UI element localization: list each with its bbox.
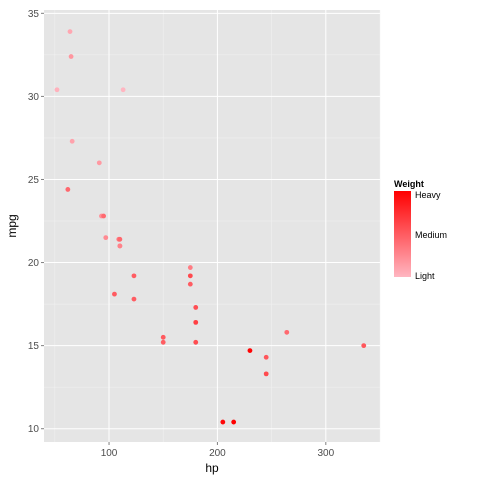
data-point — [263, 354, 269, 360]
legend: Weight Heavy Medium Light — [394, 179, 447, 281]
legend-colorbar — [394, 191, 411, 277]
data-point — [68, 54, 74, 59]
data-point — [160, 339, 166, 345]
data-point — [220, 419, 226, 425]
x-axis-title: hp — [205, 461, 219, 475]
y-tick-label: 10 — [28, 424, 40, 435]
y-tick-label: 25 — [28, 175, 40, 186]
legend-label-light: Light — [415, 271, 435, 281]
data-point — [117, 243, 123, 249]
y-tick-label: 35 — [28, 9, 40, 20]
data-point — [54, 87, 60, 93]
legend-label-heavy: Heavy — [415, 190, 441, 200]
y-tick-label: 15 — [28, 341, 40, 352]
data-point — [69, 138, 75, 144]
data-point — [284, 329, 290, 335]
data-point — [247, 348, 253, 354]
data-point — [263, 371, 269, 377]
data-point — [193, 339, 199, 345]
data-point — [160, 334, 166, 340]
legend-label-medium: Medium — [415, 230, 447, 240]
legend-title: Weight — [394, 179, 424, 189]
grid-lines — [44, 10, 381, 442]
data-point — [187, 281, 193, 287]
y-axis-title: mpg — [5, 214, 19, 237]
y-tick-label: 30 — [28, 92, 40, 103]
data-point — [112, 291, 117, 297]
data-point — [103, 235, 109, 241]
data-point — [65, 187, 71, 192]
data-point — [96, 160, 102, 166]
axis-ticks: 100 200 300 10 15 20 25 30 35 — [28, 9, 335, 459]
x-tick-label: 100 — [101, 448, 118, 459]
y-tick-label: 20 — [28, 258, 40, 269]
data-points — [54, 29, 367, 425]
data-point — [193, 305, 199, 310]
data-point — [131, 296, 137, 302]
plot-panel — [44, 10, 380, 442]
data-point — [187, 265, 193, 270]
data-point — [361, 343, 367, 349]
data-point — [67, 29, 73, 34]
data-point — [187, 273, 193, 279]
data-point — [101, 213, 107, 219]
data-point — [131, 273, 137, 279]
x-tick-label: 300 — [317, 448, 334, 459]
x-tick-label: 200 — [209, 448, 226, 459]
data-point — [231, 419, 237, 425]
data-point — [120, 87, 126, 93]
data-point — [193, 319, 199, 325]
data-point — [117, 236, 123, 242]
